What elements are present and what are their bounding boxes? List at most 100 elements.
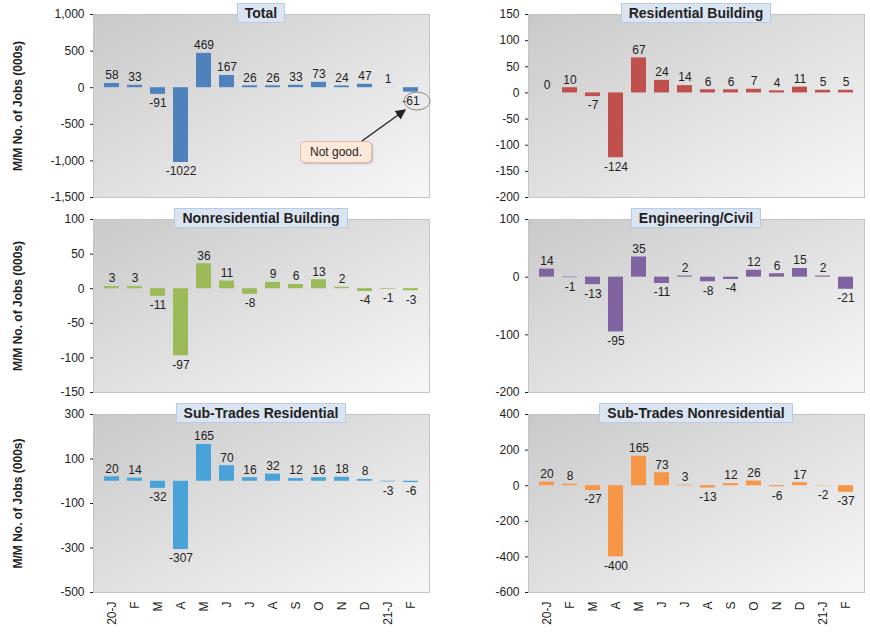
svg-text:-1: -1 bbox=[383, 291, 394, 305]
svg-text:14: 14 bbox=[540, 254, 554, 268]
svg-text:-91: -91 bbox=[149, 96, 167, 110]
svg-text:0: 0 bbox=[513, 479, 520, 493]
svg-text:73: 73 bbox=[312, 67, 326, 81]
svg-text:0: 0 bbox=[513, 270, 520, 284]
svg-text:33: 33 bbox=[289, 70, 303, 84]
svg-text:-3: -3 bbox=[406, 293, 417, 307]
svg-text:0: 0 bbox=[544, 78, 551, 92]
svg-text:-11: -11 bbox=[150, 298, 167, 312]
svg-text:-200: -200 bbox=[495, 385, 519, 399]
svg-text:9: 9 bbox=[270, 267, 277, 281]
svg-text:73: 73 bbox=[655, 458, 669, 472]
svg-text:100: 100 bbox=[499, 33, 519, 47]
svg-text:20-J: 20-J bbox=[105, 602, 119, 625]
svg-text:6: 6 bbox=[705, 75, 712, 89]
svg-text:-50: -50 bbox=[67, 316, 85, 330]
svg-text:24: 24 bbox=[335, 71, 349, 85]
svg-text:-600: -600 bbox=[495, 585, 519, 599]
svg-text:-6: -6 bbox=[406, 484, 417, 498]
svg-text:15: 15 bbox=[793, 253, 807, 267]
svg-text:167: 167 bbox=[217, 60, 237, 74]
svg-text:165: 165 bbox=[194, 429, 214, 443]
svg-text:-500: -500 bbox=[60, 117, 84, 131]
svg-text:0: 0 bbox=[78, 282, 85, 296]
svg-text:36: 36 bbox=[197, 249, 211, 263]
svg-text:2: 2 bbox=[820, 261, 827, 275]
svg-text:-2: -2 bbox=[818, 488, 829, 502]
svg-text:S: S bbox=[724, 602, 738, 610]
svg-text:100: 100 bbox=[64, 212, 84, 226]
svg-text:-32: -32 bbox=[149, 490, 167, 504]
svg-text:4: 4 bbox=[774, 76, 781, 90]
svg-text:-200: -200 bbox=[495, 514, 519, 528]
svg-text:M/M No. of Jobs (000s): M/M No. of Jobs (000s) bbox=[11, 241, 25, 371]
svg-text:-6: -6 bbox=[772, 489, 783, 503]
svg-text:150: 150 bbox=[499, 7, 519, 21]
svg-text:20: 20 bbox=[540, 467, 554, 481]
svg-text:M: M bbox=[197, 602, 211, 612]
svg-text:6: 6 bbox=[774, 259, 781, 273]
svg-text:12: 12 bbox=[289, 463, 303, 477]
svg-text:100: 100 bbox=[499, 212, 519, 226]
svg-text:20: 20 bbox=[105, 462, 119, 476]
svg-text:50: 50 bbox=[71, 247, 85, 261]
svg-text:-3: -3 bbox=[383, 484, 394, 498]
svg-text:47: 47 bbox=[358, 69, 372, 83]
svg-text:F: F bbox=[563, 602, 577, 609]
svg-text:500: 500 bbox=[64, 44, 84, 58]
svg-text:32: 32 bbox=[266, 459, 280, 473]
svg-text:M: M bbox=[151, 602, 165, 612]
svg-text:3: 3 bbox=[682, 470, 689, 484]
svg-text:14: 14 bbox=[678, 70, 692, 84]
svg-text:-13: -13 bbox=[699, 490, 717, 504]
svg-text:-8: -8 bbox=[245, 296, 256, 310]
svg-text:-500: -500 bbox=[60, 585, 84, 599]
svg-text:J: J bbox=[678, 602, 692, 608]
svg-text:A: A bbox=[701, 602, 715, 610]
svg-text:0: 0 bbox=[513, 86, 520, 100]
svg-text:18: 18 bbox=[335, 462, 349, 476]
svg-text:-100: -100 bbox=[495, 328, 519, 342]
svg-text:S: S bbox=[289, 602, 303, 610]
svg-text:35: 35 bbox=[632, 242, 646, 256]
svg-text:2: 2 bbox=[682, 261, 689, 275]
svg-text:-4: -4 bbox=[726, 281, 737, 295]
svg-text:-100: -100 bbox=[60, 496, 84, 510]
svg-text:M/M No. of Jobs (000s): M/M No. of Jobs (000s) bbox=[11, 41, 25, 171]
svg-text:16: 16 bbox=[243, 463, 257, 477]
svg-text:1,000: 1,000 bbox=[54, 7, 84, 21]
svg-text:50: 50 bbox=[506, 60, 520, 74]
svg-text:M: M bbox=[586, 602, 600, 612]
svg-text:11: 11 bbox=[794, 72, 807, 86]
svg-text:8: 8 bbox=[362, 464, 369, 478]
svg-text:-4: -4 bbox=[360, 293, 371, 307]
svg-text:6: 6 bbox=[728, 75, 735, 89]
svg-text:A: A bbox=[609, 602, 623, 610]
svg-text:26: 26 bbox=[747, 466, 761, 480]
svg-text:N: N bbox=[770, 602, 784, 611]
svg-text:3: 3 bbox=[109, 271, 116, 285]
svg-text:13: 13 bbox=[312, 265, 326, 279]
svg-text:D: D bbox=[358, 601, 372, 610]
svg-text:-400: -400 bbox=[495, 550, 519, 564]
svg-text:-50: -50 bbox=[502, 112, 520, 126]
svg-text:-150: -150 bbox=[60, 385, 84, 399]
svg-text:1: 1 bbox=[385, 72, 392, 86]
svg-text:N: N bbox=[335, 602, 349, 611]
svg-text:-21: -21 bbox=[837, 291, 855, 305]
svg-text:-100: -100 bbox=[495, 138, 519, 152]
svg-text:-200: -200 bbox=[495, 190, 519, 204]
svg-text:7: 7 bbox=[751, 74, 758, 88]
svg-text:J: J bbox=[243, 602, 257, 608]
svg-text:O: O bbox=[747, 602, 761, 611]
svg-text:-11: -11 bbox=[654, 285, 671, 299]
svg-text:-97: -97 bbox=[172, 358, 190, 372]
svg-text:J: J bbox=[220, 602, 234, 608]
svg-text:-7: -7 bbox=[588, 98, 599, 112]
svg-text:26: 26 bbox=[266, 71, 280, 85]
svg-text:12: 12 bbox=[724, 468, 738, 482]
svg-text:-8: -8 bbox=[703, 284, 714, 298]
svg-text:F: F bbox=[404, 602, 418, 609]
svg-text:24: 24 bbox=[655, 65, 669, 79]
svg-text:-61: -61 bbox=[402, 94, 420, 108]
